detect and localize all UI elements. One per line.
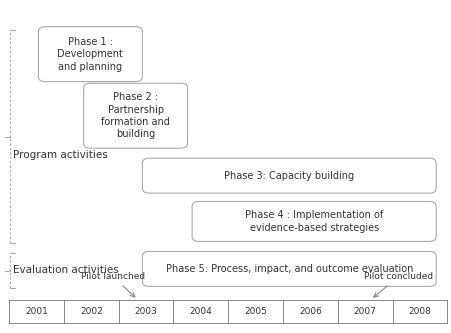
- Text: 2006: 2006: [299, 307, 321, 316]
- Text: Phase 3: Capacity building: Phase 3: Capacity building: [224, 170, 354, 181]
- Text: Pilot launched: Pilot launched: [81, 272, 145, 297]
- Text: Phase 1 :
Development
and planning: Phase 1 : Development and planning: [57, 37, 123, 72]
- FancyBboxPatch shape: [142, 251, 435, 286]
- FancyBboxPatch shape: [38, 27, 142, 82]
- Text: Phase 2 :
Partnership
formation and
building: Phase 2 : Partnership formation and buil…: [101, 92, 170, 139]
- Text: Phase 5: Process, impact, and outcome evaluation: Phase 5: Process, impact, and outcome ev…: [165, 264, 412, 274]
- Text: 2008: 2008: [408, 307, 431, 316]
- FancyBboxPatch shape: [192, 201, 435, 241]
- Text: Evaluation activities: Evaluation activities: [13, 265, 118, 275]
- Text: 2007: 2007: [353, 307, 376, 316]
- Text: 2003: 2003: [134, 307, 157, 316]
- Text: Pilot concluded: Pilot concluded: [363, 272, 432, 297]
- Text: 2001: 2001: [25, 307, 48, 316]
- Text: Program activities: Program activities: [13, 150, 107, 160]
- Text: 2004: 2004: [189, 307, 212, 316]
- FancyBboxPatch shape: [83, 83, 187, 148]
- Text: 2002: 2002: [80, 307, 102, 316]
- FancyBboxPatch shape: [142, 158, 435, 193]
- Text: Phase 4 : Implementation of
evidence-based strategies: Phase 4 : Implementation of evidence-bas…: [244, 210, 382, 233]
- Text: 2005: 2005: [244, 307, 267, 316]
